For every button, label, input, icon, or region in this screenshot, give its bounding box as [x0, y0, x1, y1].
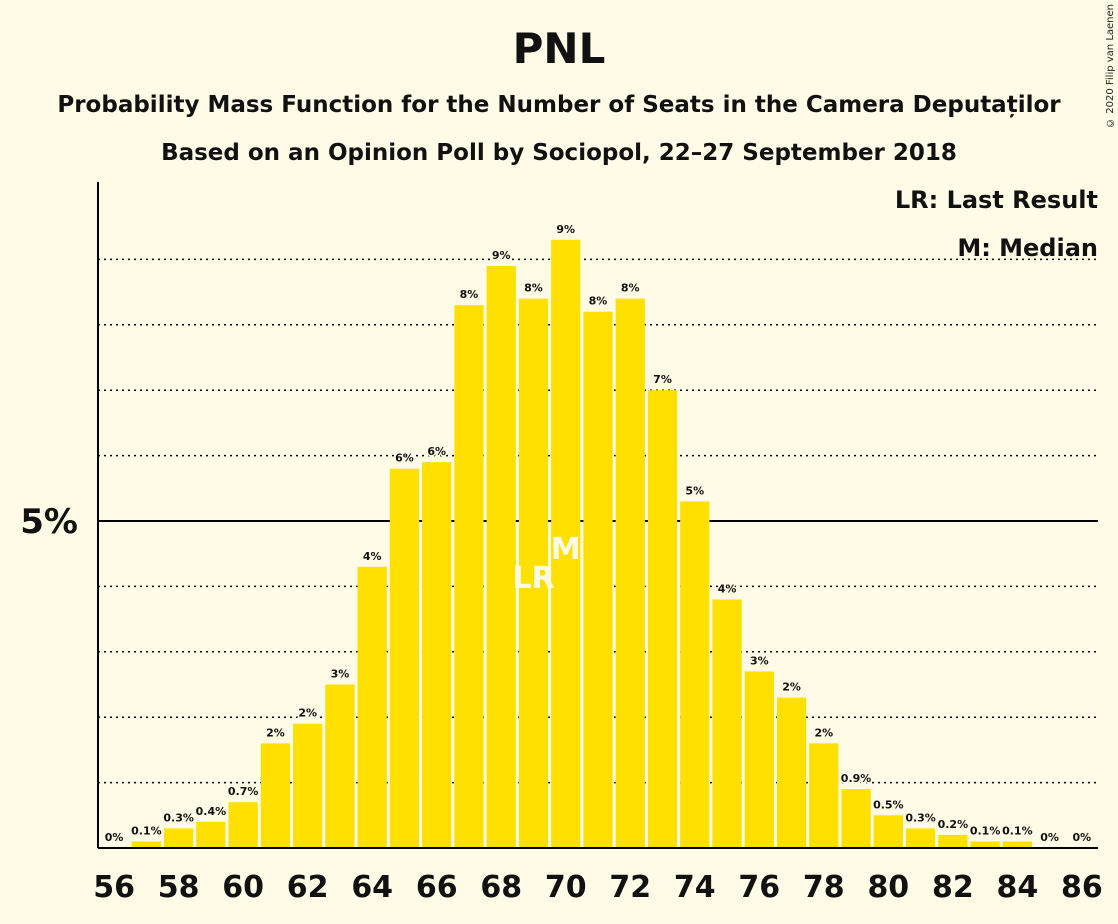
- bar-value-label: 0.3%: [163, 811, 194, 824]
- bar-value-label: 5%: [685, 484, 704, 497]
- bar-value-label: 0.1%: [970, 824, 1001, 837]
- x-tick-label: 86: [1061, 870, 1103, 905]
- bar-value-label: 0%: [1040, 831, 1059, 844]
- bar: [389, 468, 420, 848]
- bar-value-label: 0.7%: [228, 785, 259, 798]
- bar: [325, 684, 355, 848]
- bar-value-label: 6%: [395, 452, 414, 465]
- bar-value-label: 9%: [556, 223, 575, 236]
- bar: [809, 743, 839, 848]
- x-tick-label: 64: [351, 870, 393, 905]
- bar: [551, 239, 581, 848]
- bar-value-label: 3%: [331, 668, 350, 681]
- x-tick-label: 74: [674, 870, 716, 905]
- chart-subtitle-2: Based on an Opinion Poll by Sociopol, 22…: [161, 140, 957, 166]
- chart-subtitle: Probability Mass Function for the Number…: [57, 92, 1061, 118]
- bar: [712, 599, 742, 848]
- bar-value-label: 2%: [782, 681, 801, 694]
- bar: [422, 462, 452, 848]
- bar: [518, 298, 549, 848]
- x-tick-label: 76: [738, 870, 780, 905]
- bar: [583, 311, 613, 849]
- bar: [454, 305, 484, 848]
- bar: [293, 723, 323, 848]
- bar: [744, 671, 774, 848]
- median-marker: M: [551, 532, 581, 567]
- x-tick-label: 82: [932, 870, 974, 905]
- x-tick-label: 58: [158, 870, 200, 905]
- x-tick-label: 70: [545, 870, 587, 905]
- bar-value-label: 0.1%: [131, 824, 162, 837]
- bar-value-label: 0.3%: [905, 811, 936, 824]
- bar-value-label: 8%: [589, 295, 608, 308]
- bar-value-label: 3%: [750, 654, 769, 667]
- bar-value-label: 0.4%: [196, 805, 227, 818]
- x-tick-label: 62: [287, 870, 329, 905]
- bar: [841, 789, 871, 848]
- bar: [164, 828, 194, 848]
- bar: [873, 815, 903, 848]
- bar-value-label: 0.5%: [873, 798, 904, 811]
- bar-value-label: 0.2%: [938, 818, 969, 831]
- bar-value-label: 9%: [492, 249, 511, 262]
- bar: [228, 802, 258, 848]
- bar-value-label: 8%: [621, 282, 640, 295]
- x-tick-label: 72: [609, 870, 651, 905]
- bar: [486, 265, 516, 848]
- bar: [1002, 841, 1032, 848]
- bar-value-label: 4%: [363, 550, 382, 563]
- bar: [776, 697, 807, 848]
- bar: [905, 828, 936, 848]
- last-result-marker: LR: [512, 561, 554, 596]
- bar: [970, 841, 1000, 848]
- bar: [260, 743, 291, 848]
- chart-title: PNL: [512, 24, 606, 73]
- bar: [615, 298, 645, 848]
- bar: [196, 821, 226, 848]
- bar: [131, 841, 162, 848]
- x-tick-label: 84: [996, 870, 1038, 905]
- x-tick-label: 68: [480, 870, 522, 905]
- bar-value-label: 2%: [266, 726, 285, 739]
- legend-median: M: Median: [957, 234, 1098, 262]
- x-tick-label: 66: [416, 870, 458, 905]
- bar-value-label: 0.9%: [841, 772, 872, 785]
- bar-value-label: 8%: [460, 288, 479, 301]
- bar-value-label: 0%: [1073, 831, 1092, 844]
- x-tick-label: 78: [803, 870, 845, 905]
- bar: [938, 834, 968, 848]
- bar: [680, 501, 710, 848]
- bar-value-label: 2%: [298, 707, 317, 720]
- bar-value-label: 8%: [524, 282, 543, 295]
- legend-last-result: LR: Last Result: [894, 186, 1098, 214]
- bar-value-label: 7%: [653, 373, 672, 386]
- bar-value-label: 6%: [427, 445, 446, 458]
- bar-value-label: 0%: [105, 831, 124, 844]
- bar-value-label: 0.1%: [1002, 824, 1033, 837]
- bar: [647, 390, 678, 848]
- x-tick-label: 60: [222, 870, 264, 905]
- bar-value-label: 4%: [718, 582, 737, 595]
- bar-value-label: 2%: [814, 726, 833, 739]
- bar: [357, 566, 387, 848]
- y-tick-label: 5%: [20, 502, 78, 542]
- x-tick-label: 80: [867, 870, 909, 905]
- x-tick-label: 56: [93, 870, 135, 905]
